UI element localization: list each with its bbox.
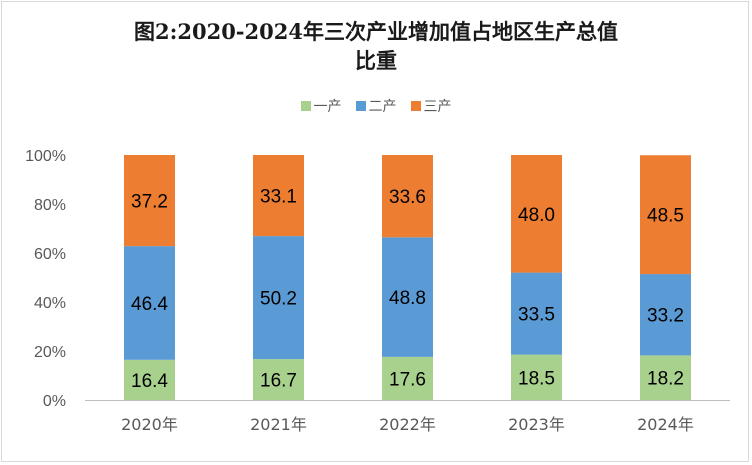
data-label: 50.2 <box>260 289 297 310</box>
chart-legend: 一产 二产 三产 <box>0 96 752 116</box>
bar-segment <box>382 356 433 400</box>
y-tick-label: 80% <box>34 197 66 214</box>
legend-label-secondary: 二产 <box>368 99 397 115</box>
x-tick-label: 2023年 <box>508 415 565 434</box>
data-label: 33.2 <box>647 306 684 327</box>
legend-swatch-secondary <box>355 101 366 111</box>
data-label: 16.4 <box>131 371 168 392</box>
data-label: 18.2 <box>647 369 684 390</box>
bar-segment <box>382 237 433 357</box>
legend-item-primary: 一产 <box>300 96 342 116</box>
x-tick-label: 2022年 <box>379 415 436 434</box>
y-tick-label: 0% <box>43 393 66 410</box>
bar-segment <box>511 155 562 273</box>
data-label: 33.5 <box>518 305 555 326</box>
bar-segment <box>640 155 691 275</box>
chart-title: 图2:2020-2024年三次产业增加值占地区生产总值 <box>134 19 618 44</box>
data-label: 46.4 <box>131 294 168 315</box>
legend-item-tertiary: 三产 <box>410 96 452 116</box>
bar-segment <box>253 359 304 400</box>
legend-swatch-tertiary <box>410 101 421 111</box>
data-label: 33.6 <box>389 187 426 208</box>
bar-segment <box>382 155 433 238</box>
data-label: 37.2 <box>131 192 168 213</box>
legend-swatch-primary <box>300 101 311 111</box>
x-tick-label: 2021年 <box>250 415 307 434</box>
data-label: 33.1 <box>260 187 297 208</box>
bar-segment <box>124 155 175 247</box>
bar-segment <box>253 236 304 360</box>
data-label: 18.5 <box>518 368 555 389</box>
bar-segment <box>124 359 175 400</box>
y-tick-label: 60% <box>34 246 66 263</box>
data-label: 48.8 <box>389 288 426 309</box>
data-label: 16.7 <box>260 371 297 392</box>
y-tick-label: 100% <box>25 148 66 165</box>
bar-segment <box>640 355 691 400</box>
x-tick-label: 2020年 <box>121 415 178 434</box>
data-label: 17.6 <box>389 369 426 390</box>
bar-segment <box>640 274 691 356</box>
y-tick-label: 40% <box>34 295 66 312</box>
legend-label-tertiary: 三产 <box>423 99 452 115</box>
chart-title-line2: 比重 <box>355 48 397 73</box>
bar-segment <box>511 354 562 400</box>
legend-label-primary: 一产 <box>313 99 342 115</box>
data-label: 48.0 <box>518 205 555 226</box>
bar-segment <box>124 246 175 360</box>
data-label: 48.5 <box>647 206 684 227</box>
legend-item-secondary: 二产 <box>355 96 397 116</box>
bar-segment <box>511 272 562 355</box>
x-tick-label: 2024年 <box>637 415 694 434</box>
bar-segment <box>253 155 304 237</box>
y-tick-label: 20% <box>34 344 66 361</box>
